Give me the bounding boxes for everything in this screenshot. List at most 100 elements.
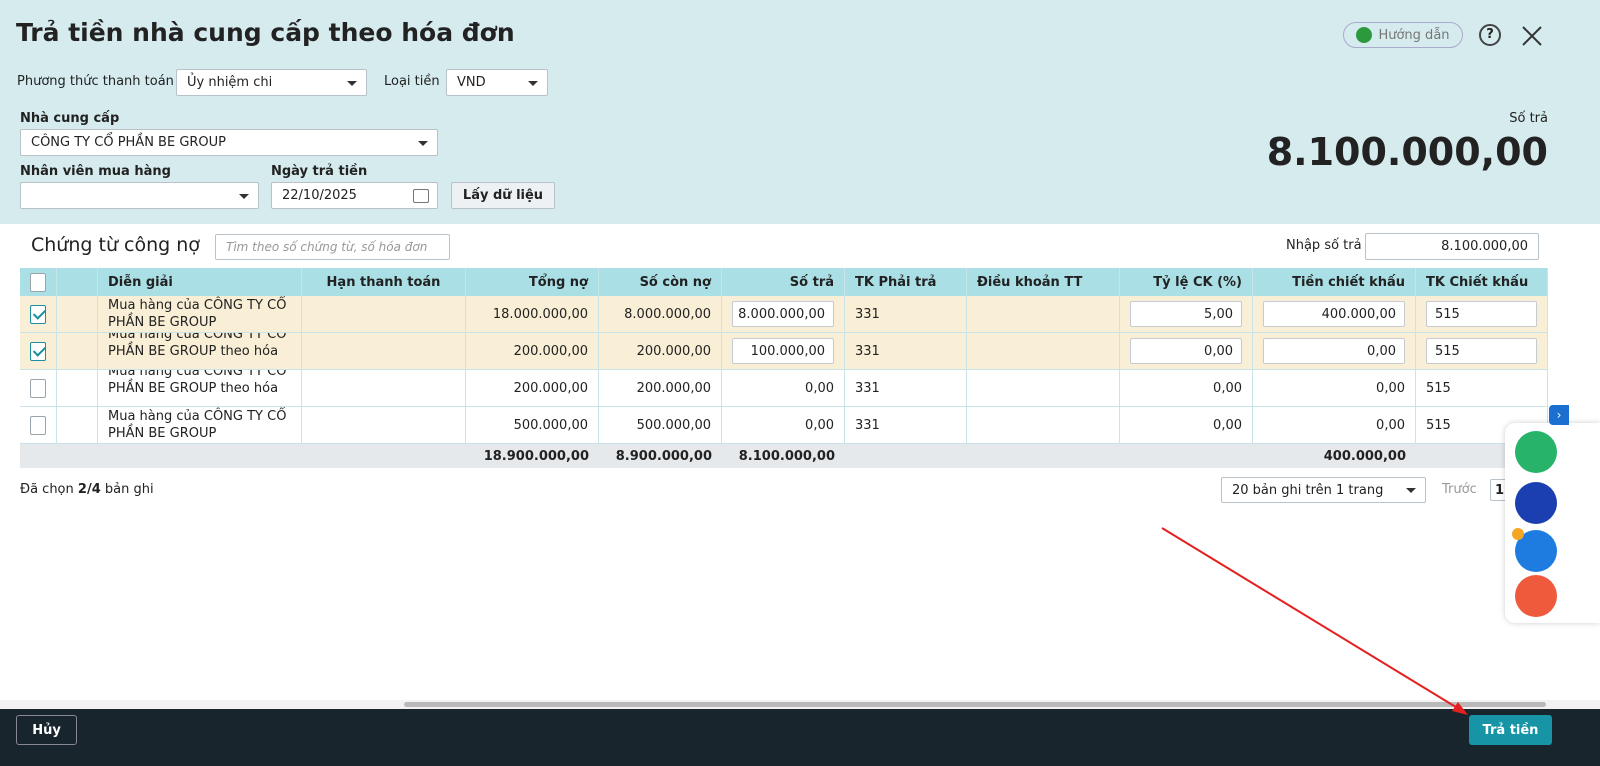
ai-widget[interactable]	[1515, 575, 1557, 617]
supplier-select[interactable]: CÔNG TY CỔ PHẦN BE GROUP	[20, 129, 438, 156]
value: CÔNG TY CỔ PHẦN BE GROUP	[31, 135, 227, 150]
cell-text: Mua hàng của CÔNG TY CỔ PHẦN BE GROUP	[108, 409, 287, 441]
currency-select[interactable]: VND	[446, 69, 548, 96]
label: Nhân viên mua hàng	[20, 164, 171, 179]
column-header: Tổng nợ	[528, 274, 588, 290]
total-cell: 8.100.000,00	[738, 448, 835, 464]
cell-input[interactable]: 0,00	[1130, 338, 1242, 364]
row-checkbox[interactable]	[30, 304, 46, 324]
cell-text: 200.000,00	[513, 380, 588, 396]
submit-button[interactable]: Trả tiền	[1469, 715, 1552, 745]
help-label: Hướng dẫn	[1378, 27, 1450, 43]
cell-text: 331	[855, 343, 880, 359]
search-input[interactable]: Tìm theo số chứng từ, số hóa đơn	[215, 234, 450, 260]
row-checkbox[interactable]	[30, 341, 46, 361]
table-cell: 500.000,00	[466, 407, 599, 444]
label: Số trả	[1509, 111, 1548, 126]
table-cell: 8.000.000,00	[599, 296, 722, 333]
table-cell: Mua hàng của CÔNG TY CỔ PHẦN BE GROUP th…	[98, 370, 302, 407]
cell-input[interactable]: 8.000.000,00	[732, 301, 834, 327]
page-size-select[interactable]: 20 bản ghi trên 1 trang	[1221, 477, 1426, 503]
count: 2/4	[77, 482, 101, 497]
section-title: Chứng từ công nợ	[31, 234, 200, 256]
table-cell	[57, 407, 98, 444]
column-header: Diễn giải	[108, 274, 173, 290]
header-cell	[20, 268, 57, 296]
select-all-checkbox[interactable]	[30, 272, 46, 292]
amount-total: 8.100.000,00	[1266, 130, 1548, 174]
cell-text: 515	[1426, 380, 1451, 396]
cell-input[interactable]: 100.000,00	[732, 338, 834, 364]
cell-text: 515	[1426, 417, 1451, 433]
table-cell: 331	[845, 407, 967, 444]
table-cell: 0,00	[1120, 333, 1253, 370]
table-cell: 0,00	[722, 370, 845, 407]
selection-summary: Đã chọn 2/4 bản ghi	[20, 482, 154, 497]
column-header: Số trả	[789, 274, 834, 290]
table-cell: 515	[1416, 370, 1548, 407]
pay-input[interactable]: 8.100.000,00	[1365, 233, 1539, 260]
column-header: Số còn nợ	[639, 274, 711, 290]
text: bản ghi	[104, 482, 154, 497]
dialog-title: Trả tiền nhà cung cấp theo hóa đơn	[16, 18, 515, 47]
cell-text: 500.000,00	[513, 417, 588, 433]
table-cell	[57, 370, 98, 407]
scrollbar	[0, 700, 1600, 709]
cell-text: Mua hàng của CÔNG TY CỔ PHẦN BE GROUP th…	[108, 370, 287, 407]
table-cell	[20, 407, 57, 444]
header-cell: Điều khoản TT	[967, 268, 1120, 296]
column-header: Hạn thanh toán	[326, 274, 441, 290]
cell-input[interactable]: 0,00	[1263, 338, 1405, 364]
header-cell: Tổng nợ	[466, 268, 599, 296]
cell-text: 331	[855, 417, 880, 433]
help-button[interactable]: Hướng dẫn	[1343, 22, 1463, 48]
cell-text: 0,00	[1213, 417, 1242, 433]
cell-input[interactable]: 5,00	[1130, 301, 1242, 327]
table-cell: Mua hàng của CÔNG TY CỔ PHẦN BE GROUP	[98, 407, 302, 444]
toggle[interactable]: ›	[1549, 405, 1569, 425]
table-cell: 0,00	[1253, 333, 1416, 370]
table-cell: 400.000,00	[1253, 296, 1416, 333]
staff-select[interactable]	[20, 182, 259, 209]
table-cell	[302, 296, 466, 333]
totals-row	[20, 444, 1548, 468]
total-cell: 8.900.000,00	[615, 448, 712, 464]
table-cell: 500.000,00	[599, 407, 722, 444]
row-checkbox[interactable]	[30, 415, 46, 435]
bot-widget[interactable]	[1515, 482, 1557, 524]
column-header: TK Phải trả	[855, 274, 937, 290]
table-cell	[967, 370, 1120, 407]
column-header: TK Chiết khấu	[1426, 274, 1529, 290]
table-cell	[967, 407, 1120, 444]
table-cell: 515	[1416, 333, 1548, 370]
cell-input[interactable]: 400.000,00	[1263, 301, 1405, 327]
table-cell	[20, 333, 57, 370]
table-cell	[20, 370, 57, 407]
cell-text: Mua hàng của CÔNG TY CỔ PHẦN BE GROUP	[108, 298, 287, 330]
table-cell: 0,00	[1253, 370, 1416, 407]
close-button[interactable]	[1521, 25, 1543, 47]
value: 20 bản ghi trên 1 trang	[1232, 482, 1384, 498]
table-cell: 515	[1416, 407, 1548, 444]
cancel-button[interactable]: Hủy	[16, 715, 77, 745]
cell-text: 200.000,00	[513, 343, 588, 359]
total-cell: 400.000,00	[1323, 448, 1406, 464]
fetch-button[interactable]: Lấy dữ liệu	[451, 182, 555, 209]
cell-text: 18.000.000,00	[492, 306, 588, 322]
label: Loại tiền	[384, 74, 440, 89]
row-checkbox[interactable]	[30, 378, 46, 398]
date-input[interactable]: 22/10/2025	[271, 182, 438, 209]
label: Nhà cung cấp	[20, 111, 120, 126]
table-cell: 200.000,00	[466, 370, 599, 407]
table-cell: 0,00	[1120, 407, 1253, 444]
prev-button[interactable]: Trước	[1442, 482, 1477, 497]
cell-input[interactable]: 515	[1426, 338, 1537, 364]
chat-widget[interactable]	[1515, 431, 1557, 473]
payment-method-select[interactable]: Ủy nhiệm chi	[176, 69, 367, 96]
value: VND	[457, 75, 486, 90]
placeholder: Tìm theo số chứng từ, số hóa đơn	[226, 240, 428, 254]
cell-input[interactable]: 515	[1426, 301, 1537, 327]
cell-text: 0,00	[1376, 417, 1405, 433]
table-cell	[967, 333, 1120, 370]
